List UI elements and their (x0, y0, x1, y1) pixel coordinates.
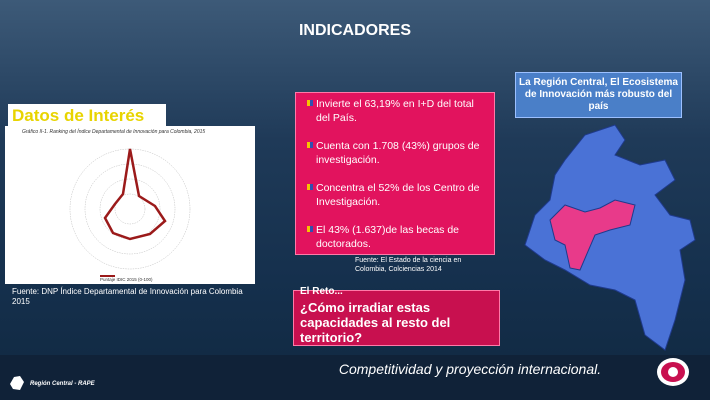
source: Fuente: El Estado de la ciencia en Colom… (355, 257, 462, 273)
logo (657, 358, 689, 386)
radar-chart (69, 148, 191, 277)
map (524, 124, 696, 351)
footer-bar (0, 355, 710, 400)
chart-legend: Puntaje IDIC 2015 (0-100) (100, 277, 153, 282)
footer-org: Región Central - RAPE (30, 381, 95, 387)
challenge-box (293, 290, 500, 346)
slide-title: INDICADORES (298, 22, 411, 39)
footer-icon (10, 376, 24, 390)
fact: El 43% (1.637)de las becas de doctorados… (307, 223, 488, 251)
chart-panel (5, 126, 255, 284)
challenge-label: El Reto... (300, 286, 343, 297)
slogan: Competitividad y proyección internaciona… (338, 361, 602, 377)
heading: Datos de Interés (8, 104, 166, 128)
facts-box: Invierte el 63,19% en I+D del total del … (295, 92, 495, 255)
callout: La Región Central, El Ecosistema de Inno… (515, 72, 682, 118)
source: Fuente: DNP Índice Departamental de Inno… (12, 287, 243, 306)
fact: Concentra el 52% de los Centro de Invest… (307, 181, 488, 209)
fact: Cuenta con 1.708 (43%) grupos de investi… (307, 139, 488, 167)
fact: Invierte el 63,19% en I+D del total del … (307, 97, 488, 125)
challenge-question: ¿Cómo irradiar estas capacidades al rest… (300, 300, 451, 345)
chart-title: Gráfico II-1. Ranking del Índice Departa… (22, 129, 206, 135)
